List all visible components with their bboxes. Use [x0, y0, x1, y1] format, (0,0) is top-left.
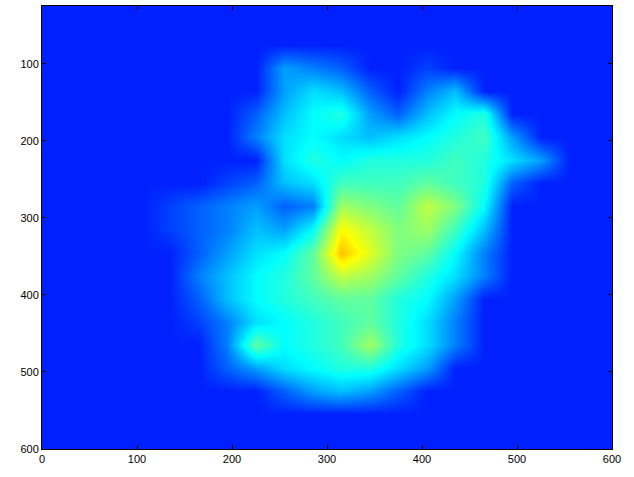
svg-text:600: 600 [20, 443, 38, 455]
svg-text:400: 400 [20, 289, 38, 301]
svg-text:300: 300 [318, 453, 336, 465]
svg-text:300: 300 [20, 212, 38, 224]
svg-text:400: 400 [413, 453, 431, 465]
svg-text:500: 500 [508, 453, 526, 465]
svg-text:100: 100 [128, 453, 146, 465]
svg-text:200: 200 [20, 135, 38, 147]
svg-text:200: 200 [223, 453, 241, 465]
svg-text:0: 0 [39, 453, 45, 465]
svg-text:600: 600 [603, 453, 621, 465]
svg-text:500: 500 [20, 366, 38, 378]
svg-text:100: 100 [20, 58, 38, 70]
